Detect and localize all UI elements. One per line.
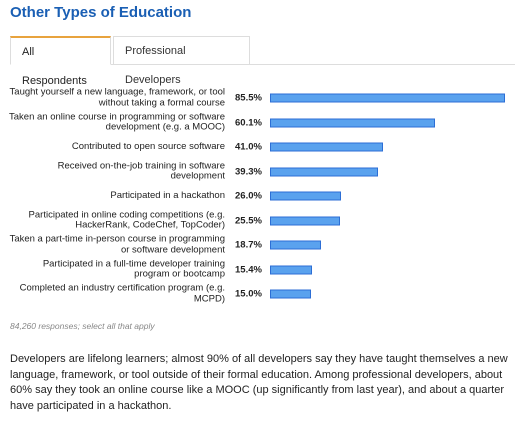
category-label: Completed an industry certification prog… — [19, 282, 225, 304]
bar — [270, 216, 341, 225]
value-label: 85.5% — [235, 92, 262, 104]
value-label: 15.4% — [235, 264, 262, 275]
chart-title: Other Types of Education — [10, 4, 192, 21]
tab[interactable]: Professional Developers — [113, 36, 250, 86]
tab-divider — [10, 64, 515, 65]
bar — [270, 289, 312, 299]
note: 84,260 responses; select all that apply — [10, 321, 155, 331]
value-label: 15.0% — [235, 288, 262, 300]
bar — [270, 93, 505, 103]
value-label: 25.5% — [235, 215, 262, 226]
category-label: Taken an online course in programming or… — [9, 111, 225, 133]
bar — [270, 191, 342, 201]
category-label: Taken a part-time in-person course in pr… — [9, 233, 225, 255]
bar — [270, 118, 436, 127]
category-label: Participated in a full-time developer tr… — [42, 258, 225, 280]
bar — [270, 265, 313, 274]
value-label: 26.0% — [235, 190, 262, 202]
description: Developers are lifelong learners; almost… — [10, 353, 508, 412]
value-label: 60.1% — [235, 117, 262, 128]
value-label: 18.7% — [235, 239, 262, 251]
category-label: Participated in a hackathon — [110, 189, 225, 201]
bar — [270, 142, 383, 152]
category-label: Participated in online coding competitio… — [28, 209, 225, 231]
category-label: Taught yourself a new language, framewor… — [9, 86, 225, 108]
value-label: 39.3% — [235, 166, 262, 177]
tab[interactable]: All Respondents — [10, 36, 111, 87]
value-label: 41.0% — [235, 141, 262, 153]
bar — [270, 240, 322, 250]
category-label: Received on-the-job training in software… — [57, 160, 225, 182]
bar — [270, 167, 379, 176]
category-label: Contributed to open source software — [71, 140, 225, 152]
